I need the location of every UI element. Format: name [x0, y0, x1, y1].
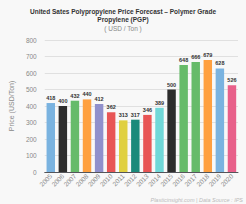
svg-text:389: 389 [155, 100, 164, 106]
svg-text:313: 313 [119, 112, 128, 118]
svg-text:648: 648 [179, 57, 188, 63]
svg-text:2014: 2014 [147, 172, 162, 187]
svg-text:Price (USD/Ton): Price (USD/Ton) [8, 81, 16, 132]
svg-text:2011: 2011 [110, 172, 126, 188]
svg-text:300: 300 [26, 119, 37, 126]
svg-text:346: 346 [143, 107, 152, 113]
svg-text:2008: 2008 [74, 172, 89, 187]
svg-text:317: 317 [131, 112, 140, 118]
svg-text:2018: 2018 [195, 172, 210, 187]
svg-text:500: 500 [26, 86, 37, 93]
svg-text:2020: 2020 [219, 172, 234, 187]
svg-text:100: 100 [26, 152, 37, 159]
svg-text:2017: 2017 [183, 172, 198, 187]
svg-text:United Sates Polypropylene Pri: United Sates Polypropylene Price Forecas… [30, 8, 216, 16]
svg-text:418: 418 [46, 95, 55, 101]
svg-text:666: 666 [191, 54, 200, 60]
svg-text:2019: 2019 [207, 172, 222, 187]
svg-text:2010: 2010 [98, 172, 113, 187]
svg-text:700: 700 [26, 53, 37, 60]
svg-text:Plasticinsight.com | Data Sour: Plasticinsight.com | Data Source : IPS [150, 197, 243, 203]
svg-text:2012: 2012 [123, 172, 138, 187]
svg-text:2006: 2006 [50, 172, 65, 187]
svg-text:200: 200 [26, 136, 37, 143]
svg-text:628: 628 [215, 60, 224, 66]
svg-text:2007: 2007 [62, 172, 77, 187]
svg-text:( USD / Ton ): ( USD / Ton ) [104, 25, 141, 33]
svg-text:679: 679 [203, 52, 212, 58]
svg-text:2015: 2015 [159, 172, 174, 187]
svg-text:800: 800 [26, 37, 37, 44]
svg-text:400: 400 [26, 103, 37, 110]
svg-text:362: 362 [107, 104, 116, 110]
svg-text:412: 412 [95, 96, 104, 102]
svg-text:Propylene (PGP): Propylene (PGP) [97, 16, 148, 24]
svg-text:526: 526 [227, 77, 236, 83]
svg-text:400: 400 [58, 98, 67, 104]
svg-text:0: 0 [33, 169, 37, 176]
svg-text:440: 440 [82, 91, 91, 97]
svg-text:500: 500 [167, 82, 176, 88]
svg-text:2009: 2009 [86, 172, 101, 187]
svg-text:432: 432 [70, 93, 79, 99]
svg-text:2013: 2013 [135, 172, 150, 187]
svg-text:2005: 2005 [38, 172, 53, 187]
svg-text:2016: 2016 [171, 172, 186, 187]
svg-text:600: 600 [26, 70, 37, 77]
